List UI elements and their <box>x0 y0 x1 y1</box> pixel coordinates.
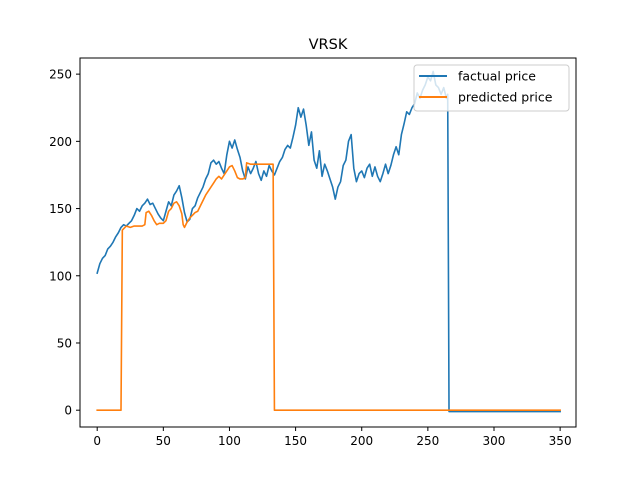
x-tick-label: 100 <box>218 434 241 448</box>
y-tick-label: 50 <box>57 336 72 350</box>
legend-label-factual-price: factual price <box>458 69 536 84</box>
legend-box <box>413 64 570 112</box>
x-tick-label: 300 <box>483 434 506 448</box>
y-tick-label: 0 <box>64 404 72 418</box>
legend: factual price predicted price <box>413 64 570 112</box>
series-line-factual-price <box>96 70 561 413</box>
y-axis: 0 50 100 150 200 250 <box>49 68 80 418</box>
x-tick-label: 350 <box>549 434 572 448</box>
y-tick-label: 100 <box>49 269 72 283</box>
y-tick-label: 150 <box>49 202 72 216</box>
x-tick-label: 250 <box>416 434 439 448</box>
series-line-predicted-price <box>96 162 561 411</box>
x-axis: 0 50 100 150 200 250 300 350 <box>93 427 572 448</box>
plot-frame <box>79 57 577 428</box>
x-tick-label: 50 <box>156 434 171 448</box>
legend-label-predicted-price: predicted price <box>458 90 553 105</box>
y-tick-label: 250 <box>49 68 72 82</box>
chart-title: VRSK <box>309 37 348 53</box>
y-tick-label: 200 <box>49 135 72 149</box>
x-tick-label: 150 <box>284 434 307 448</box>
x-tick-label: 200 <box>350 434 373 448</box>
series-layer <box>96 70 561 413</box>
x-tick-label: 0 <box>93 434 101 448</box>
